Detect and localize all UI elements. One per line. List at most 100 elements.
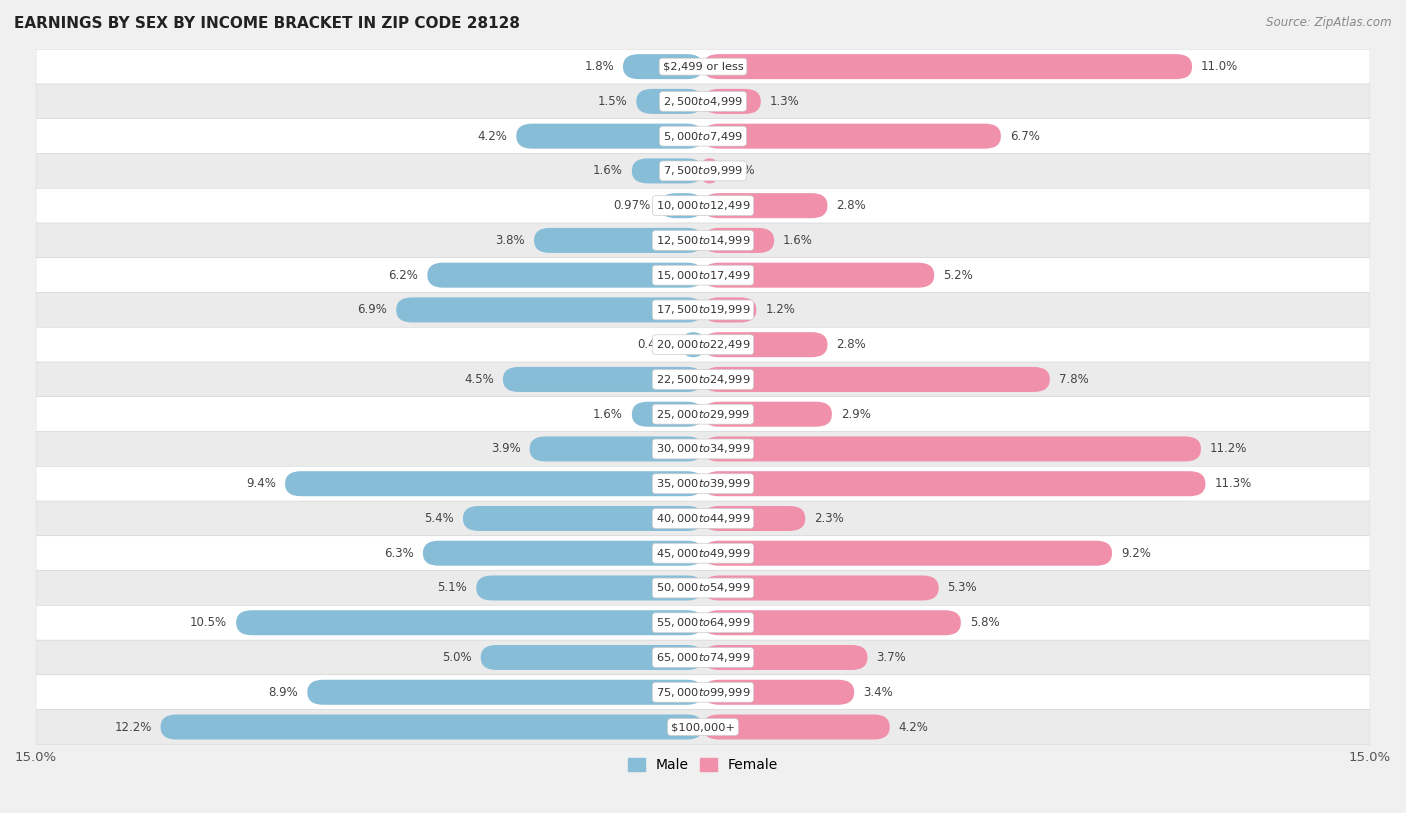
Text: 6.3%: 6.3% xyxy=(384,546,413,559)
FancyBboxPatch shape xyxy=(703,402,832,427)
Text: $15,000 to $17,499: $15,000 to $17,499 xyxy=(655,268,751,281)
Text: 6.7%: 6.7% xyxy=(1010,129,1039,142)
FancyBboxPatch shape xyxy=(703,367,1050,392)
Text: $30,000 to $34,999: $30,000 to $34,999 xyxy=(655,442,751,455)
Text: 3.8%: 3.8% xyxy=(495,234,526,247)
FancyBboxPatch shape xyxy=(37,328,1369,362)
FancyBboxPatch shape xyxy=(703,89,761,114)
FancyBboxPatch shape xyxy=(703,54,1192,79)
FancyBboxPatch shape xyxy=(703,437,1201,462)
Text: 6.2%: 6.2% xyxy=(388,268,419,281)
Text: $2,499 or less: $2,499 or less xyxy=(662,62,744,72)
FancyBboxPatch shape xyxy=(703,298,756,323)
FancyBboxPatch shape xyxy=(37,293,1369,328)
FancyBboxPatch shape xyxy=(703,159,716,184)
FancyBboxPatch shape xyxy=(396,298,703,323)
Text: $17,500 to $19,999: $17,500 to $19,999 xyxy=(655,303,751,316)
FancyBboxPatch shape xyxy=(285,472,703,496)
FancyBboxPatch shape xyxy=(703,228,775,253)
Text: 2.9%: 2.9% xyxy=(841,407,870,420)
FancyBboxPatch shape xyxy=(37,432,1369,467)
FancyBboxPatch shape xyxy=(503,367,703,392)
Text: 11.3%: 11.3% xyxy=(1215,477,1251,490)
Text: $35,000 to $39,999: $35,000 to $39,999 xyxy=(655,477,751,490)
Text: 5.1%: 5.1% xyxy=(437,581,467,594)
FancyBboxPatch shape xyxy=(463,506,703,531)
FancyBboxPatch shape xyxy=(423,541,703,566)
FancyBboxPatch shape xyxy=(37,571,1369,606)
FancyBboxPatch shape xyxy=(703,611,960,635)
Text: 3.7%: 3.7% xyxy=(876,651,905,664)
FancyBboxPatch shape xyxy=(37,119,1369,154)
FancyBboxPatch shape xyxy=(37,467,1369,501)
Text: 11.0%: 11.0% xyxy=(1201,60,1239,73)
FancyBboxPatch shape xyxy=(516,124,703,149)
Text: 6.9%: 6.9% xyxy=(357,303,387,316)
Text: 1.5%: 1.5% xyxy=(598,95,627,108)
Text: 5.3%: 5.3% xyxy=(948,581,977,594)
FancyBboxPatch shape xyxy=(623,54,703,79)
FancyBboxPatch shape xyxy=(37,258,1369,293)
FancyBboxPatch shape xyxy=(37,397,1369,432)
FancyBboxPatch shape xyxy=(481,645,703,670)
Text: $5,000 to $7,499: $5,000 to $7,499 xyxy=(664,129,742,142)
FancyBboxPatch shape xyxy=(534,228,703,253)
Text: 5.4%: 5.4% xyxy=(425,512,454,525)
FancyBboxPatch shape xyxy=(37,640,1369,675)
Text: 5.0%: 5.0% xyxy=(441,651,472,664)
Text: EARNINGS BY SEX BY INCOME BRACKET IN ZIP CODE 28128: EARNINGS BY SEX BY INCOME BRACKET IN ZIP… xyxy=(14,16,520,31)
Text: $65,000 to $74,999: $65,000 to $74,999 xyxy=(655,651,751,664)
Text: 9.4%: 9.4% xyxy=(246,477,276,490)
FancyBboxPatch shape xyxy=(308,680,703,705)
FancyBboxPatch shape xyxy=(37,189,1369,223)
Text: 1.2%: 1.2% xyxy=(765,303,796,316)
Text: $7,500 to $9,999: $7,500 to $9,999 xyxy=(664,164,742,177)
Text: 7.8%: 7.8% xyxy=(1059,373,1088,386)
Text: 10.5%: 10.5% xyxy=(190,616,228,629)
Text: Source: ZipAtlas.com: Source: ZipAtlas.com xyxy=(1267,16,1392,29)
FancyBboxPatch shape xyxy=(37,710,1369,745)
FancyBboxPatch shape xyxy=(530,437,703,462)
FancyBboxPatch shape xyxy=(703,541,1112,566)
FancyBboxPatch shape xyxy=(631,402,703,427)
Text: $25,000 to $29,999: $25,000 to $29,999 xyxy=(655,407,751,420)
Text: 0.44%: 0.44% xyxy=(637,338,675,351)
FancyBboxPatch shape xyxy=(37,501,1369,536)
Text: 1.6%: 1.6% xyxy=(593,407,623,420)
Text: 8.9%: 8.9% xyxy=(269,685,298,698)
FancyBboxPatch shape xyxy=(37,536,1369,571)
Text: 12.2%: 12.2% xyxy=(114,720,152,733)
FancyBboxPatch shape xyxy=(37,223,1369,258)
Text: $55,000 to $64,999: $55,000 to $64,999 xyxy=(655,616,751,629)
Text: 4.5%: 4.5% xyxy=(464,373,494,386)
Text: $100,000+: $100,000+ xyxy=(671,722,735,732)
Text: $50,000 to $54,999: $50,000 to $54,999 xyxy=(655,581,751,594)
Text: 1.6%: 1.6% xyxy=(593,164,623,177)
Text: 2.8%: 2.8% xyxy=(837,338,866,351)
FancyBboxPatch shape xyxy=(703,645,868,670)
Text: 1.6%: 1.6% xyxy=(783,234,813,247)
Text: 0.97%: 0.97% xyxy=(614,199,651,212)
Text: 5.2%: 5.2% xyxy=(943,268,973,281)
Text: $45,000 to $49,999: $45,000 to $49,999 xyxy=(655,546,751,559)
FancyBboxPatch shape xyxy=(477,576,703,601)
FancyBboxPatch shape xyxy=(703,472,1205,496)
FancyBboxPatch shape xyxy=(631,159,703,184)
FancyBboxPatch shape xyxy=(703,680,855,705)
FancyBboxPatch shape xyxy=(703,263,934,288)
FancyBboxPatch shape xyxy=(37,154,1369,189)
Text: $12,500 to $14,999: $12,500 to $14,999 xyxy=(655,234,751,247)
Text: 2.3%: 2.3% xyxy=(814,512,844,525)
FancyBboxPatch shape xyxy=(37,675,1369,710)
FancyBboxPatch shape xyxy=(236,611,703,635)
FancyBboxPatch shape xyxy=(427,263,703,288)
FancyBboxPatch shape xyxy=(160,715,703,740)
Text: 3.9%: 3.9% xyxy=(491,442,520,455)
Text: 4.2%: 4.2% xyxy=(898,720,928,733)
Text: $20,000 to $22,499: $20,000 to $22,499 xyxy=(655,338,751,351)
Text: 1.8%: 1.8% xyxy=(585,60,614,73)
FancyBboxPatch shape xyxy=(703,576,939,601)
Text: $40,000 to $44,999: $40,000 to $44,999 xyxy=(655,512,751,525)
FancyBboxPatch shape xyxy=(637,89,703,114)
Text: 1.3%: 1.3% xyxy=(769,95,800,108)
